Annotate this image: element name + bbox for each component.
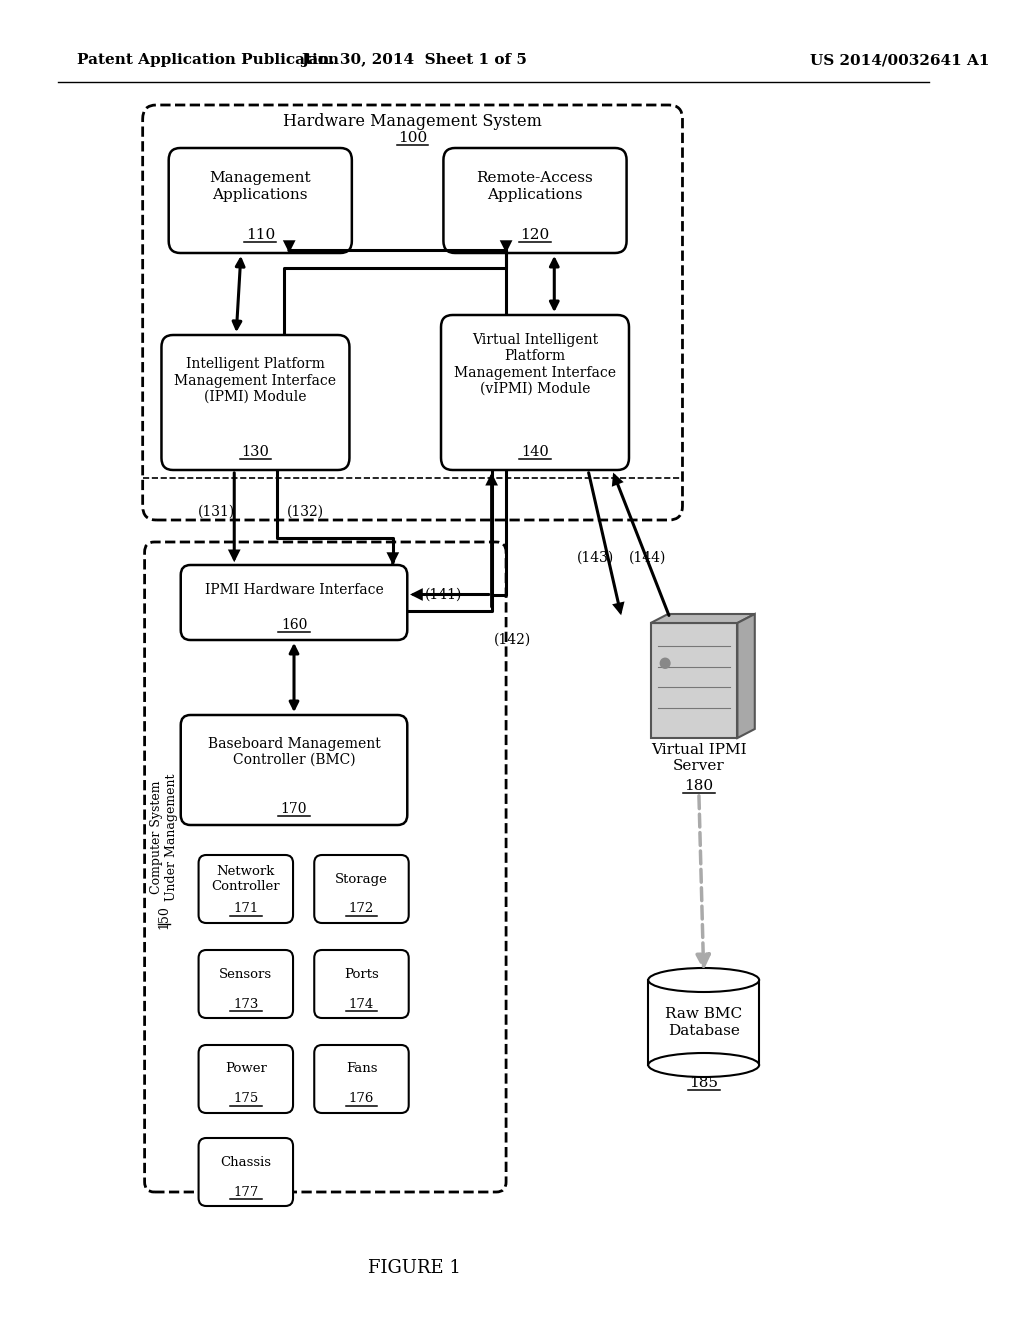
Text: Sensors: Sensors: [219, 968, 272, 981]
FancyBboxPatch shape: [199, 1138, 293, 1206]
Text: 177: 177: [233, 1185, 258, 1199]
Text: (132): (132): [287, 506, 325, 519]
Text: (143): (143): [578, 550, 614, 565]
Polygon shape: [650, 614, 755, 623]
Text: 180: 180: [684, 779, 714, 793]
Text: Raw BMC
Database: Raw BMC Database: [666, 1007, 742, 1038]
Text: Chassis: Chassis: [220, 1155, 271, 1168]
FancyBboxPatch shape: [162, 335, 349, 470]
Polygon shape: [650, 623, 737, 738]
Text: 100: 100: [398, 131, 427, 145]
Text: (144): (144): [629, 550, 667, 565]
Text: US 2014/0032641 A1: US 2014/0032641 A1: [810, 53, 989, 67]
Text: 173: 173: [233, 998, 258, 1011]
FancyBboxPatch shape: [181, 715, 408, 825]
Text: Management
Applications: Management Applications: [210, 172, 311, 202]
Text: 170: 170: [281, 803, 307, 816]
Text: Remote-Access
Applications: Remote-Access Applications: [476, 172, 593, 202]
Circle shape: [660, 659, 670, 668]
Polygon shape: [737, 614, 755, 738]
Text: 140: 140: [521, 445, 549, 459]
Text: Computer System
Under Management: Computer System Under Management: [150, 774, 178, 900]
Text: Intelligent Platform
Management Interface
(IPMI) Module: Intelligent Platform Management Interfac…: [174, 358, 337, 404]
FancyBboxPatch shape: [199, 950, 293, 1018]
Text: Storage: Storage: [335, 873, 388, 886]
FancyBboxPatch shape: [199, 1045, 293, 1113]
Text: 171: 171: [233, 903, 258, 916]
Polygon shape: [648, 979, 759, 1065]
Text: 120: 120: [520, 228, 550, 242]
Text: 172: 172: [349, 903, 374, 916]
FancyBboxPatch shape: [144, 543, 506, 1192]
Ellipse shape: [648, 1053, 759, 1077]
FancyBboxPatch shape: [199, 855, 293, 923]
Text: Jan. 30, 2014  Sheet 1 of 5: Jan. 30, 2014 Sheet 1 of 5: [301, 53, 527, 67]
Text: 130: 130: [242, 445, 269, 459]
Text: (141): (141): [425, 587, 462, 602]
Text: Virtual Intelligent
Platform
Management Interface
(vIPMI) Module: Virtual Intelligent Platform Management …: [454, 333, 616, 396]
FancyBboxPatch shape: [314, 855, 409, 923]
Text: 110: 110: [246, 228, 274, 242]
FancyBboxPatch shape: [314, 950, 409, 1018]
Text: IPMI Hardware Interface: IPMI Hardware Interface: [205, 583, 383, 598]
FancyBboxPatch shape: [181, 565, 408, 640]
Text: Virtual IPMI
Server: Virtual IPMI Server: [651, 743, 746, 774]
Text: Ports: Ports: [344, 968, 379, 981]
Text: Baseboard Management
Controller (BMC): Baseboard Management Controller (BMC): [208, 737, 380, 767]
Text: 185: 185: [689, 1076, 718, 1090]
Text: (142): (142): [494, 634, 530, 647]
Text: 174: 174: [349, 998, 374, 1011]
FancyBboxPatch shape: [441, 315, 629, 470]
Text: 160: 160: [281, 618, 307, 632]
Text: (131): (131): [199, 506, 236, 519]
FancyBboxPatch shape: [314, 1045, 409, 1113]
Ellipse shape: [648, 968, 759, 993]
FancyBboxPatch shape: [142, 106, 682, 520]
Text: 150: 150: [158, 906, 170, 929]
Text: Fans: Fans: [346, 1063, 377, 1076]
Text: Power: Power: [225, 1063, 266, 1076]
Text: FIGURE 1: FIGURE 1: [368, 1259, 461, 1276]
Text: 175: 175: [233, 1093, 258, 1106]
FancyBboxPatch shape: [443, 148, 627, 253]
Text: Hardware Management System: Hardware Management System: [284, 112, 542, 129]
FancyBboxPatch shape: [169, 148, 352, 253]
Text: 176: 176: [349, 1093, 374, 1106]
Text: Patent Application Publication: Patent Application Publication: [77, 53, 339, 67]
Text: Network
Controller: Network Controller: [212, 865, 281, 894]
